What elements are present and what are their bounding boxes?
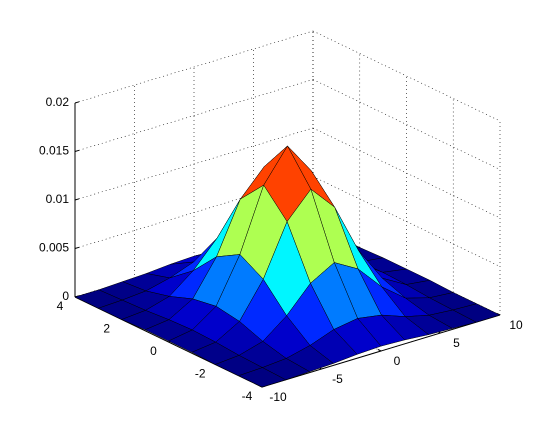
- x-tick-label: 0: [394, 354, 401, 368]
- z-tick-label: 0: [62, 289, 69, 303]
- grid-line: [312, 79, 501, 170]
- surface-patch: [238, 367, 287, 388]
- grid-line: [74, 79, 314, 152]
- grid-line: [74, 176, 314, 249]
- x-tick-label: 5: [453, 336, 460, 350]
- y-tick-label: 4: [57, 299, 64, 313]
- tick-mark: [74, 246, 80, 249]
- z-tick-label: 0.02: [46, 95, 70, 109]
- tick-mark: [74, 101, 80, 104]
- y-tick-label: -2: [195, 367, 206, 381]
- z-tick-label: 0.01: [46, 192, 70, 206]
- grid-line: [312, 127, 501, 219]
- tick-mark: [377, 349, 382, 352]
- x-tick-label: -10: [269, 390, 287, 404]
- grid-line: [74, 127, 314, 201]
- y-tick-label: -4: [242, 389, 253, 403]
- grid-line: [74, 30, 314, 104]
- grid-line: [312, 30, 501, 122]
- y-tick-label: 0: [150, 344, 157, 358]
- z-tick-label: 0.015: [39, 144, 69, 158]
- tick-mark: [74, 149, 80, 152]
- tick-mark: [74, 198, 80, 201]
- z-tick-label: 0.005: [39, 241, 69, 255]
- x-tick-label: 10: [509, 318, 523, 332]
- grid-line: [312, 176, 501, 267]
- x-tick-label: -5: [332, 372, 343, 386]
- y-tick-label: 2: [103, 322, 110, 336]
